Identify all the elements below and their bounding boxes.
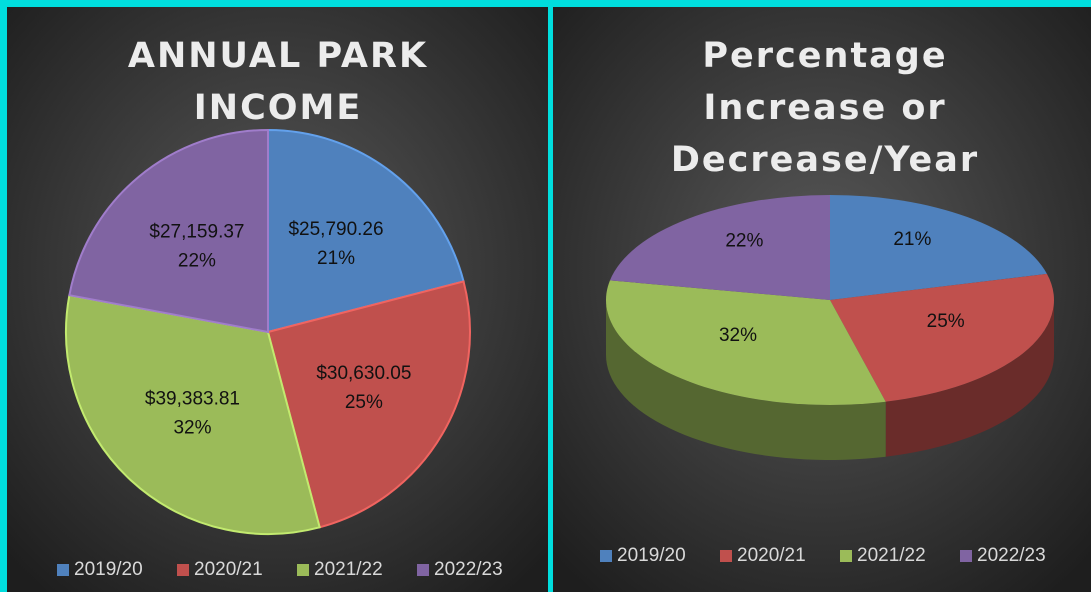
chart-title: Percentage Increase or Decrease/Year: [670, 36, 980, 180]
data-label: 25%: [345, 392, 383, 413]
legend-label: 2020/21: [194, 559, 263, 580]
legend-label: 2019/20: [74, 559, 143, 580]
pie-slice: [267, 128, 465, 334]
pie-side: [885, 300, 1054, 457]
legend-label: 2019/20: [617, 545, 686, 566]
legend-label: 2021/22: [314, 559, 383, 580]
pie-slice: [606, 280, 886, 406]
legend-swatch: [417, 564, 429, 576]
legend-swatch: [960, 550, 972, 562]
pie-slice: [609, 195, 830, 300]
legend-swatch: [720, 550, 732, 562]
legend-label: 2020/21: [737, 545, 806, 566]
data-label: $39,383.81: [145, 388, 240, 409]
data-label: 32%: [173, 417, 211, 438]
data-label: $27,159.37: [149, 222, 244, 243]
pie-slice: [830, 195, 1047, 300]
legend-swatch: [177, 564, 189, 576]
legend-swatch: [297, 564, 309, 576]
data-label: 21%: [317, 248, 355, 269]
legend-swatch: [600, 550, 612, 562]
legend-swatch: [57, 564, 69, 576]
pie-slice: [68, 128, 269, 334]
chart-title: ANNUAL PARK INCOME: [127, 36, 429, 128]
pie-slice: [266, 280, 471, 529]
data-label: 25%: [927, 311, 965, 332]
data-label: $25,790.26: [288, 219, 383, 240]
legend-swatch: [840, 550, 852, 562]
data-label: 32%: [719, 325, 757, 346]
data-label: $30,630.05: [316, 363, 411, 384]
legend-label: 2022/23: [977, 545, 1046, 566]
legend-label: 2022/23: [434, 559, 503, 580]
pie-slice: [830, 273, 1054, 402]
data-label: 21%: [893, 229, 931, 250]
pie-side: [606, 300, 886, 460]
legend-label: 2021/22: [857, 545, 926, 566]
pie-slice: [65, 294, 321, 535]
data-label: 22%: [178, 251, 216, 272]
data-label: 22%: [725, 230, 763, 251]
